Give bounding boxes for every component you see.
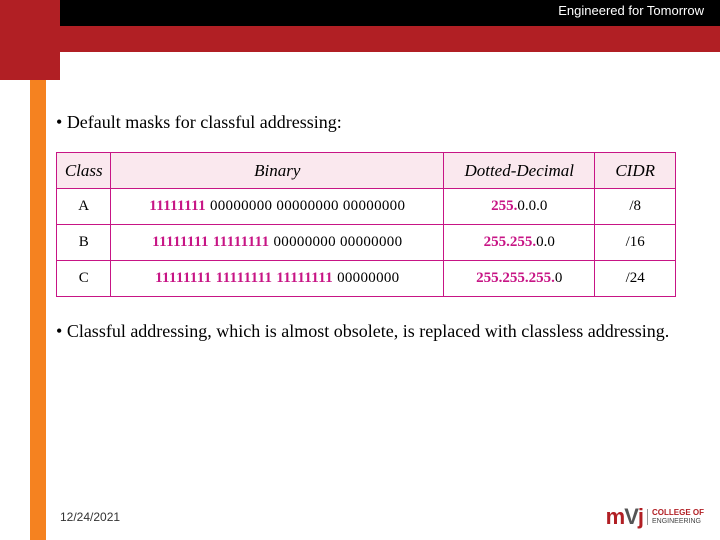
red-band [60, 26, 720, 52]
footer-logo: mVj COLLEGE OF ENGINEERING [606, 504, 704, 530]
col-header-cidr: CIDR [595, 153, 676, 189]
logo-text: COLLEGE OF ENGINEERING [647, 509, 704, 525]
cell-dotted: 255.0.0.0 [444, 189, 595, 225]
logo-line1: COLLEGE OF [652, 509, 704, 517]
cell-binary: 11111111 11111111 00000000 00000000 [111, 225, 444, 261]
cell-dotted: 255.255.255.0 [444, 261, 595, 297]
cell-cidr: /16 [595, 225, 676, 261]
table-row: C11111111 11111111 11111111 00000000255.… [57, 261, 676, 297]
table-row: A11111111 00000000 00000000 00000000255.… [57, 189, 676, 225]
side-accent-bar [30, 80, 46, 540]
tagline-text: Engineered for Tomorrow [558, 3, 704, 18]
cell-cidr: /8 [595, 189, 676, 225]
table-row: B11111111 11111111 00000000 00000000255.… [57, 225, 676, 261]
bullet-intro: Default masks for classful addressing: [56, 110, 700, 134]
cell-binary: 11111111 11111111 11111111 00000000 [111, 261, 444, 297]
col-header-dotted: Dotted-Decimal [444, 153, 595, 189]
cell-class: B [57, 225, 111, 261]
cell-class: A [57, 189, 111, 225]
table-body: A11111111 00000000 00000000 00000000255.… [57, 189, 676, 297]
logo-mark: mVj [606, 504, 643, 530]
mask-table: Class Binary Dotted-Decimal CIDR A111111… [56, 152, 676, 297]
cell-cidr: /24 [595, 261, 676, 297]
logo-line2: ENGINEERING [652, 518, 701, 525]
col-header-class: Class [57, 153, 111, 189]
cell-class: C [57, 261, 111, 297]
col-header-binary: Binary [111, 153, 444, 189]
table-header-row: Class Binary Dotted-Decimal CIDR [57, 153, 676, 189]
corner-block [0, 0, 60, 80]
bullet-note: Classful addressing, which is almost obs… [56, 319, 700, 343]
slide-content: Default masks for classful addressing: C… [56, 110, 700, 362]
footer-date: 12/24/2021 [60, 510, 120, 524]
cell-dotted: 255.255.0.0 [444, 225, 595, 261]
cell-binary: 11111111 00000000 00000000 00000000 [111, 189, 444, 225]
